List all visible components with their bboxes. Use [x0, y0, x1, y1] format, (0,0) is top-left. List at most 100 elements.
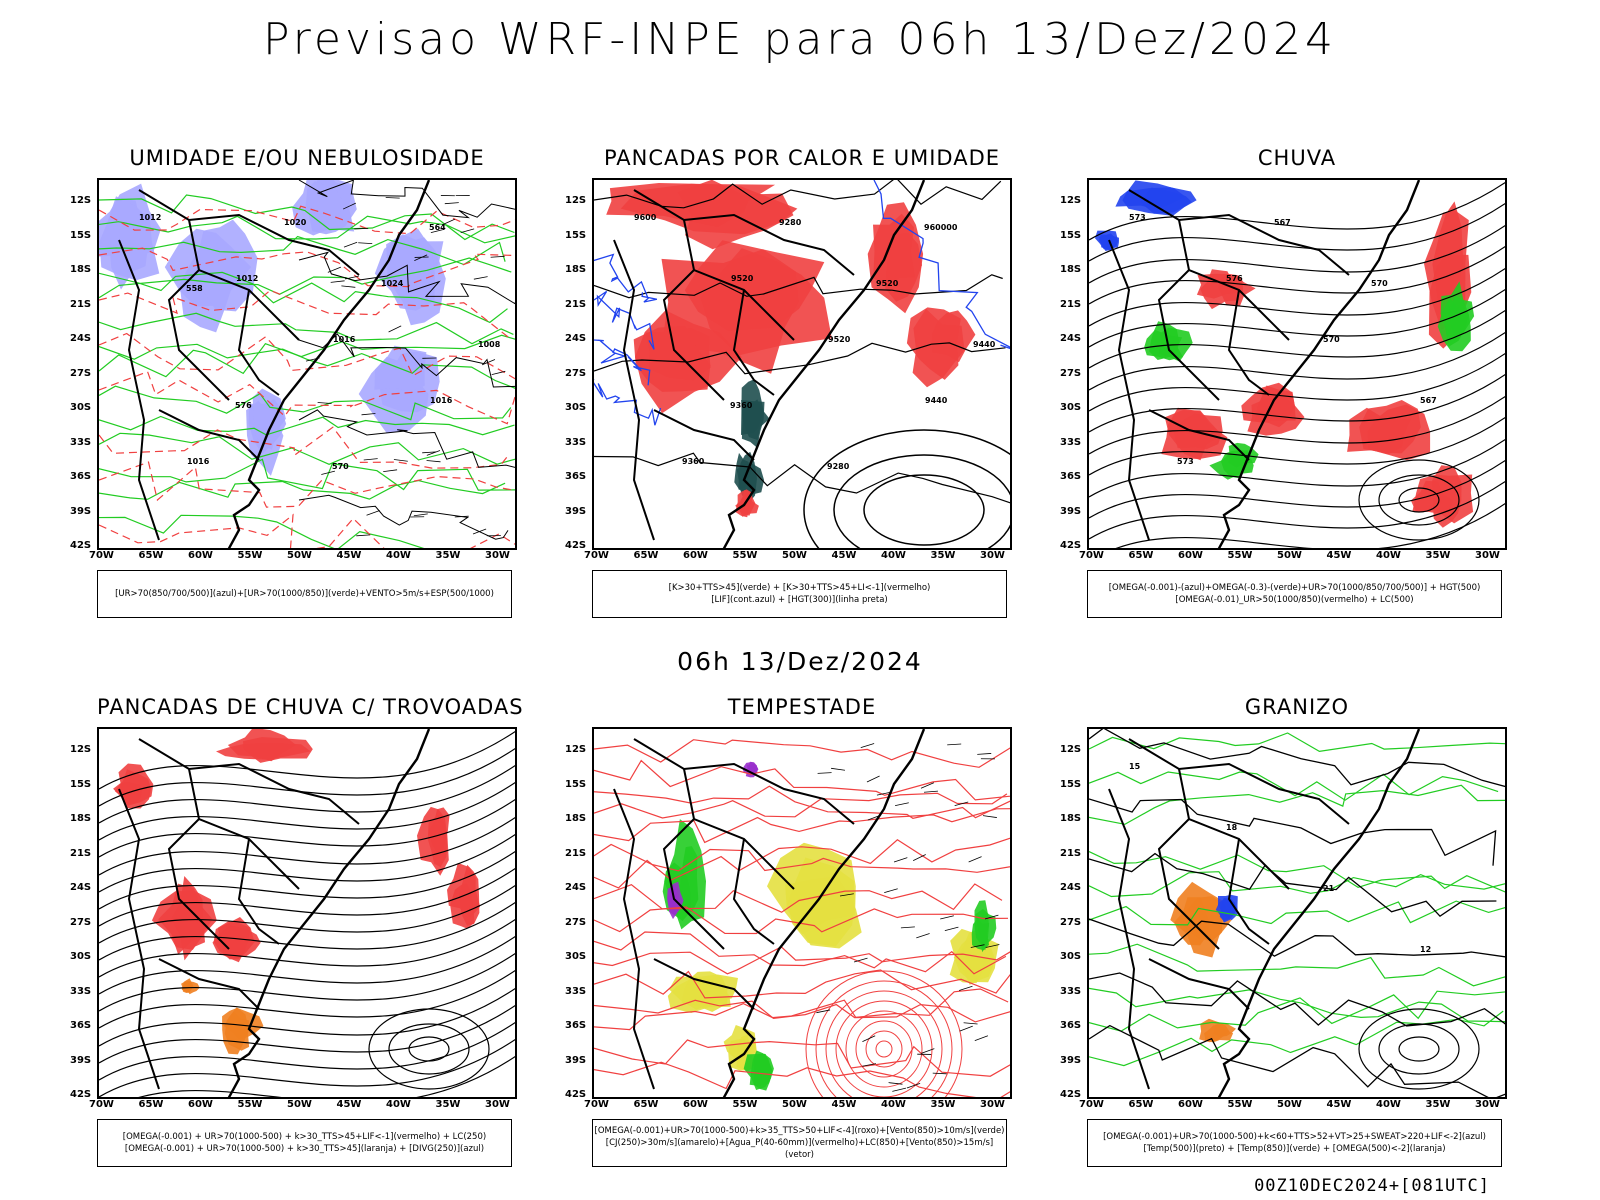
contour-label: 558: [186, 284, 203, 293]
longitude-label: 50W: [287, 1099, 312, 1110]
contour-label: 1012: [236, 274, 258, 283]
longitude-label: 45W: [831, 1099, 857, 1110]
panel-legend-2: [K>30+TTS>45](verde) + [K>30+TTS>45+LI<-…: [592, 570, 1007, 618]
latitude-label: 42S: [565, 540, 587, 551]
longitude-label: 60W: [1178, 1099, 1203, 1110]
map-graphic: 1012 1012 1016 1016 1016 1020 1024 1008 576 570 56…: [99, 180, 515, 548]
longitude-label: 50W: [782, 550, 807, 561]
contour-label: 1024: [381, 279, 404, 288]
longitude-label: 70W: [89, 1099, 114, 1110]
longitude-label: 35W: [930, 1099, 956, 1110]
latitude-label: 12S: [70, 744, 92, 755]
contour-label: 9520: [731, 274, 754, 283]
contour-label: 9280: [827, 462, 850, 471]
latitude-label: 30S: [565, 951, 587, 962]
forecast-time-subtitle: 06h 13/Dez/2024: [677, 647, 923, 676]
longitude-label: 40W: [386, 550, 411, 561]
longitude-label: 55W: [237, 550, 263, 561]
longitude-label: 65W: [138, 550, 164, 561]
map-graphic: 9600 9520 9520 9440 9360 9280 9520 9440 9360 9280…: [594, 180, 1010, 548]
longitude-label: 30W: [1475, 550, 1500, 561]
longitude-label: 45W: [831, 550, 857, 561]
longitude-label: 40W: [881, 1099, 906, 1110]
latitude-label: 36S: [70, 1020, 92, 1031]
contour-label: 9600: [634, 213, 657, 222]
longitude-label: 65W: [1128, 550, 1154, 561]
panel-title-4: PANCADAS DE CHUVA C/ TROVOADAS: [97, 695, 524, 719]
map-panel-1: 1012 1012 1016 1016 1016 1020 1024 1008 576 570 56…: [97, 178, 517, 550]
latitude-label: 21S: [565, 847, 587, 859]
panel-legend-6: [OMEGA(-0.001)+UR>70(1000-500)+k<60+TTS>…: [1087, 1119, 1502, 1167]
contour-label: 573: [1177, 457, 1194, 466]
map-graphic: [99, 729, 515, 1097]
contour-label: 1016: [430, 396, 453, 405]
longitude-label: 45W: [1326, 1099, 1352, 1110]
latitude-label: 12S: [565, 744, 587, 755]
latitude-label: 12S: [1060, 744, 1082, 755]
latitude-label: 18S: [70, 813, 92, 824]
legend-line: [OMEGA(-0.001)+UR>70(1000-500)+k>35_TTS>…: [594, 1126, 1005, 1136]
latitude-label: 30S: [1060, 402, 1082, 413]
contour-label: 21: [1323, 884, 1335, 893]
latitude-label: 36S: [1060, 471, 1082, 482]
latitude-label: 30S: [565, 402, 587, 413]
longitude-label: 30W: [980, 1099, 1005, 1110]
panel-legend-1: [UR>70(850/700/500)](azul)+[UR>70(1000/8…: [97, 570, 512, 618]
latitude-label: 24S: [565, 882, 587, 893]
longitude-label: 55W: [732, 1099, 758, 1110]
latitude-label: 15S: [70, 229, 92, 241]
latitude-label: 27S: [1060, 367, 1082, 379]
latitude-label: 27S: [70, 916, 92, 928]
latitude-label: 15S: [1060, 778, 1082, 790]
longitude-label: 45W: [336, 1099, 362, 1110]
longitude-label: 30W: [1475, 1099, 1500, 1110]
contour-label: 1016: [187, 457, 210, 466]
contour-label: 576: [235, 401, 252, 410]
longitude-label: 50W: [782, 1099, 807, 1110]
contour-label: 12: [1420, 945, 1431, 954]
latitude-label: 15S: [1060, 229, 1082, 241]
latitude-label: 39S: [1060, 1054, 1082, 1066]
map-panel-5: [592, 727, 1012, 1099]
latitude-label: 33S: [565, 436, 587, 448]
panel-title-1: UMIDADE E/OU NEBULOSIDADE: [129, 146, 485, 170]
latitude-label: 42S: [1060, 540, 1082, 551]
longitude-label: 40W: [881, 550, 906, 561]
legend-line: [OMEGA(-0.001) + UR>70(1000-500) + k>30_…: [124, 1144, 485, 1154]
legend-line: [OMEGA(-0.001)-(azul)+OMEGA(-0.3)-(verde…: [1108, 583, 1481, 593]
latitude-label: 15S: [565, 778, 587, 790]
longitude-label: 55W: [237, 1099, 263, 1110]
contour-label: 567: [1274, 218, 1291, 227]
longitude-label: 35W: [435, 550, 461, 561]
latitude-label: 27S: [70, 367, 92, 379]
latitude-label: 21S: [565, 298, 587, 310]
contour-label: 1016: [333, 335, 356, 344]
latitude-label: 39S: [70, 1054, 92, 1066]
latitude-label: 21S: [1060, 298, 1082, 310]
contour-label: 1020: [284, 218, 307, 227]
run-identifier: 00Z10DEC2024+[081UTC]: [1254, 1176, 1490, 1196]
panel-title-2: PANCADAS POR CALOR E UMIDADE: [603, 146, 1001, 170]
longitude-label: 70W: [89, 550, 114, 561]
latitude-label: 39S: [1060, 505, 1082, 517]
contour-label: 570: [1323, 335, 1340, 344]
longitude-label: 70W: [584, 550, 609, 561]
latitude-label: 18S: [1060, 813, 1082, 824]
contour-label: 567: [1420, 396, 1437, 405]
legend-line: [OMEGA(-0.001)+UR>70(1000-500)+k<60+TTS>…: [1103, 1132, 1486, 1142]
latitude-label: 24S: [565, 333, 587, 344]
longitude-label: 35W: [930, 550, 956, 561]
contour-label: 9440: [973, 340, 996, 349]
contour-label: 9440: [925, 396, 948, 405]
latitude-label: 33S: [70, 436, 92, 448]
latitude-label: 18S: [1060, 264, 1082, 275]
latitude-label: 12S: [70, 195, 92, 206]
latitude-label: 36S: [70, 471, 92, 482]
panel-legend-4: [OMEGA(-0.001) + UR>70(1000-500) + k>30_…: [97, 1119, 512, 1167]
longitude-label: 50W: [1277, 550, 1302, 561]
latitude-label: 21S: [1060, 847, 1082, 859]
latitude-label: 12S: [1060, 195, 1082, 206]
contour-label: 1008: [478, 340, 501, 349]
longitude-label: 50W: [1277, 1099, 1302, 1110]
latitude-label: 39S: [565, 505, 587, 517]
